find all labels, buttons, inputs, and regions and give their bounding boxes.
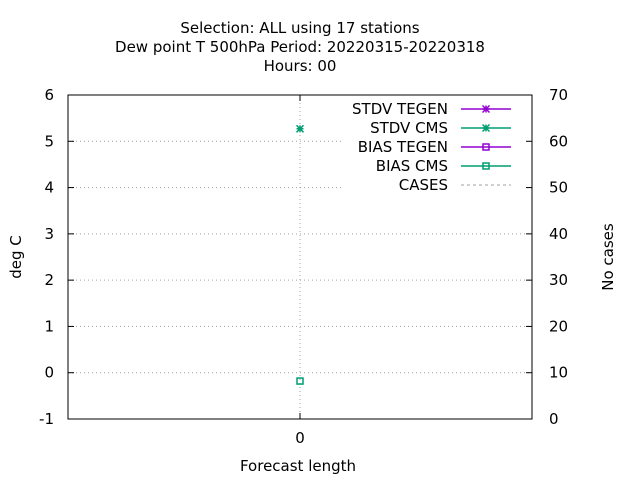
y2-tick-label-7: 70 <box>549 86 568 104</box>
y-tick-label-2: 1 <box>44 317 54 335</box>
legend-label-1: STDV CMS <box>370 119 448 137</box>
y2-tick-label-5: 50 <box>549 179 568 197</box>
data-points <box>295 124 305 385</box>
title-line-0: Selection: ALL using 17 stations <box>180 19 419 37</box>
title-line-1: Dew point T 500hPa Period: 20220315-2022… <box>115 38 485 56</box>
y-tick-label-5: 4 <box>44 179 54 197</box>
legend-marker-0 <box>481 104 491 114</box>
legend-label-0: STDV TEGEN <box>352 100 448 118</box>
grid <box>68 95 532 419</box>
y2-tick-label-2: 20 <box>549 317 568 335</box>
legend-marker-2 <box>482 143 490 151</box>
y-axis-ticks: -1 0 1 2 3 4 5 6 <box>39 86 532 428</box>
y-tick-label-0: -1 <box>39 410 54 428</box>
legend-label-3: BIAS CMS <box>376 157 448 175</box>
y2-tick-label-0: 0 <box>549 410 559 428</box>
y2-tick-label-4: 40 <box>549 225 568 243</box>
y-tick-label-7: 6 <box>44 86 54 104</box>
data-point-3-0 <box>296 377 304 385</box>
y2-tick-label-3: 30 <box>549 271 568 289</box>
x-axis-label: Forecast length <box>240 457 356 475</box>
y-tick-label-3: 2 <box>44 271 54 289</box>
x-tick-label-0: 0 <box>295 429 305 447</box>
y-axis-label: deg C <box>7 235 25 279</box>
y-tick-label-4: 3 <box>44 225 54 243</box>
legend-label-2: BIAS TEGEN <box>358 138 448 156</box>
title-line-2: Hours: 00 <box>264 57 337 75</box>
y2-axis-ticks: 0 10 20 30 40 50 60 70 <box>549 86 568 428</box>
y2-axis-label: No cases <box>599 223 617 291</box>
y2-tick-label-1: 10 <box>549 364 568 382</box>
legend-marker-1 <box>481 123 491 133</box>
y-tick-label-1: 0 <box>44 364 54 382</box>
data-point-1-0 <box>295 124 305 133</box>
y2-tick-label-6: 60 <box>549 132 568 150</box>
y-tick-label-6: 5 <box>44 132 54 150</box>
legend-marker-3 <box>482 162 490 170</box>
legend-label-4: CASES <box>399 176 448 194</box>
x-axis-ticks: 0 <box>295 95 305 447</box>
